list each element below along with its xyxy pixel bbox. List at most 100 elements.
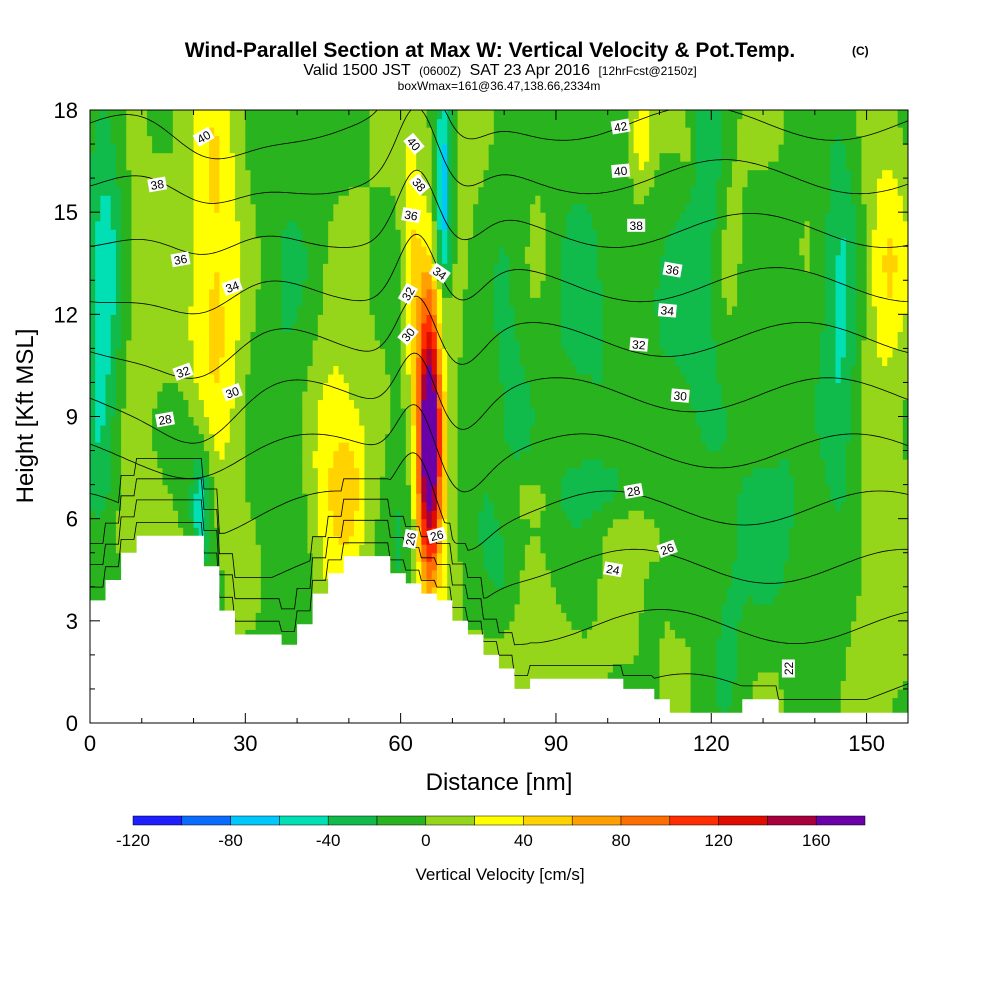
w-cell	[281, 237, 303, 247]
w-cell	[545, 493, 562, 503]
w-cell	[457, 178, 485, 188]
w-cell	[581, 459, 604, 469]
w-cell	[322, 280, 371, 290]
w-cell	[260, 586, 314, 596]
w-cell	[902, 314, 908, 324]
w-cell	[131, 314, 189, 324]
w-cell	[851, 382, 862, 392]
w-cell	[255, 305, 283, 315]
w-cell	[426, 390, 438, 401]
w-cell	[436, 305, 443, 315]
w-cell	[721, 169, 733, 179]
w-cell	[825, 229, 857, 239]
w-cell	[307, 510, 319, 520]
w-cell	[695, 135, 723, 145]
w-cell	[172, 110, 195, 120]
w-cell	[737, 135, 785, 145]
w-cell	[447, 382, 459, 392]
w-cell	[597, 246, 666, 256]
w-cell	[364, 535, 376, 545]
y-axis-label: Height [Kft MSL]	[12, 329, 39, 504]
w-cell	[219, 203, 236, 213]
w-cell	[462, 603, 516, 613]
w-cell	[561, 305, 604, 315]
w-cell	[726, 195, 743, 205]
w-cell	[602, 348, 666, 358]
w-cell	[90, 186, 122, 196]
theta-contour-34	[90, 295, 908, 379]
w-cell	[897, 178, 908, 188]
w-cell	[602, 280, 661, 290]
w-cell	[530, 237, 547, 247]
w-cell	[457, 544, 485, 554]
w-cell	[302, 280, 324, 290]
w-cell	[861, 518, 908, 528]
w-cell	[856, 271, 868, 281]
w-cell	[447, 552, 459, 562]
w-cell	[882, 263, 899, 273]
w-cell	[887, 288, 894, 298]
w-cell	[322, 382, 350, 392]
w-cell	[447, 501, 459, 511]
w-cell	[845, 442, 862, 452]
w-cell	[90, 169, 117, 179]
w-cell	[845, 246, 857, 256]
w-cell	[328, 373, 345, 384]
w-cell	[152, 442, 205, 452]
w-cell	[115, 365, 127, 375]
w-cell	[426, 246, 433, 256]
w-cell	[856, 288, 868, 298]
w-cell	[385, 365, 402, 375]
w-cell	[742, 237, 800, 247]
w-cell	[193, 510, 205, 520]
w-cell	[426, 365, 433, 375]
w-cell	[478, 535, 505, 545]
w-cell	[442, 467, 448, 477]
w-cell	[121, 263, 133, 273]
w-cell	[234, 152, 246, 162]
w-cell	[442, 569, 448, 579]
w-cell	[410, 476, 417, 486]
w-cell	[721, 629, 738, 639]
w-cell	[721, 399, 816, 409]
w-cell	[861, 178, 878, 188]
w-cell	[902, 450, 908, 460]
w-cell	[198, 425, 210, 435]
w-cell	[400, 373, 412, 384]
w-cell	[452, 110, 459, 120]
w-cell	[737, 288, 826, 298]
w-cell	[203, 527, 210, 537]
w-cell	[431, 552, 438, 562]
w-cell	[209, 195, 221, 205]
w-cell	[421, 322, 433, 332]
w-cell	[193, 280, 215, 290]
w-cell	[317, 493, 329, 503]
w-cell	[131, 305, 189, 315]
w-cell	[105, 373, 117, 384]
w-cell	[711, 288, 723, 298]
w-cell	[695, 152, 723, 162]
w-cell	[633, 186, 650, 196]
w-cell	[721, 390, 816, 401]
w-cell	[90, 467, 112, 477]
w-cell	[840, 680, 904, 690]
w-cell	[115, 161, 127, 171]
w-cell	[405, 254, 412, 264]
w-cell	[400, 390, 412, 401]
w-cell	[555, 586, 598, 596]
w-cell	[245, 127, 371, 137]
w-cell	[183, 527, 195, 537]
w-cell	[794, 510, 862, 520]
w-cell	[90, 152, 117, 162]
w-cell	[426, 203, 433, 213]
contour-label: 38	[627, 218, 646, 233]
w-cell	[737, 510, 795, 520]
w-cell	[566, 348, 604, 358]
w-cell	[110, 118, 127, 128]
w-cell	[400, 280, 407, 290]
w-cell	[416, 305, 422, 315]
contour-label: 24	[602, 561, 623, 578]
w-cell	[602, 365, 681, 375]
w-cell	[783, 705, 842, 716]
